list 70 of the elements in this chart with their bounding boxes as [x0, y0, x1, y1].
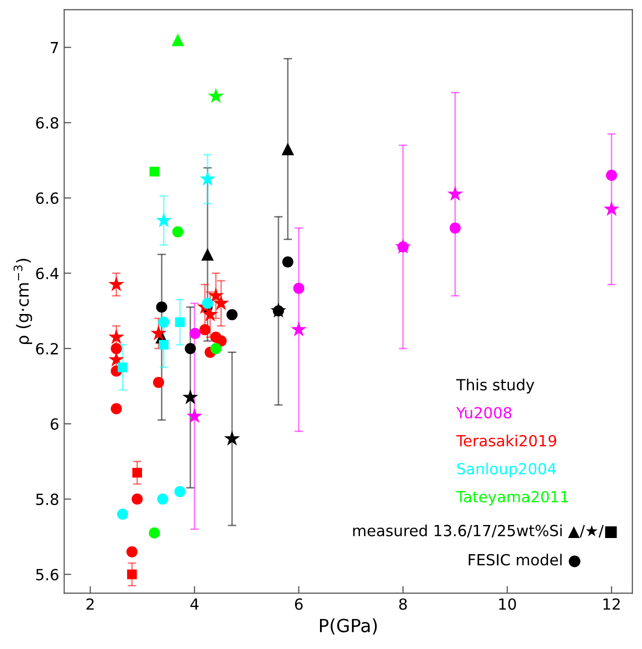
y-tick-label: 6.6	[36, 192, 58, 204]
x-axis-title: P(GPa)	[320, 618, 377, 634]
point	[132, 468, 142, 478]
point	[293, 282, 304, 294]
text: This study	[456, 378, 534, 394]
y-tick-label: 6	[50, 418, 58, 430]
point	[447, 186, 464, 201]
y-tick-label: 6.2	[36, 342, 58, 355]
point	[290, 321, 307, 336]
point	[216, 335, 227, 347]
text: Tateyama2011	[456, 490, 568, 506]
point	[450, 222, 461, 234]
annotation: measured 13.6/17/25wt%Si ▲/★/■	[353, 524, 617, 538]
point	[201, 248, 214, 261]
point	[158, 316, 170, 328]
x-tick-label: 10	[499, 598, 516, 610]
point	[157, 494, 168, 505]
point	[174, 486, 186, 498]
point	[150, 166, 160, 176]
text: Sanloup2004	[457, 462, 556, 478]
point	[108, 276, 124, 292]
point	[604, 200, 620, 216]
point	[226, 309, 238, 320]
point	[199, 324, 210, 336]
y-axis-title: ρ (g·cm$^{−3}$)	[14, 258, 32, 344]
point	[200, 170, 216, 186]
point	[108, 328, 124, 344]
x-tick-label: 4	[190, 598, 199, 610]
point	[152, 376, 164, 388]
point	[148, 527, 160, 539]
point	[156, 212, 172, 228]
point	[156, 302, 168, 313]
point	[213, 295, 230, 310]
x-tick-label: 6	[294, 598, 303, 610]
point	[282, 142, 294, 156]
point	[210, 342, 222, 354]
point	[184, 342, 196, 354]
point	[202, 298, 214, 309]
x-tick-label: 8	[399, 598, 407, 610]
point	[208, 88, 224, 104]
point	[189, 328, 201, 340]
point	[208, 287, 224, 303]
point	[186, 408, 202, 424]
point	[126, 546, 138, 558]
y-tick-label: 5.6	[36, 568, 58, 580]
y-tick-label: 7	[50, 42, 58, 54]
point	[127, 570, 137, 580]
point	[175, 317, 185, 328]
point	[224, 430, 240, 446]
x-tick-label: 2	[86, 598, 94, 610]
x-tick-label: 12	[603, 598, 620, 610]
point	[118, 362, 128, 372]
point	[606, 170, 618, 181]
text: Terasaki2019	[456, 434, 556, 447]
point	[158, 340, 169, 350]
point	[132, 494, 143, 505]
point	[110, 403, 122, 414]
point	[182, 389, 198, 404]
y-tick-label: 6.4	[36, 268, 58, 280]
y-tick-label: 6.8	[36, 117, 58, 129]
annotation: FESIC model ●	[468, 554, 580, 568]
text: Yu2008	[456, 406, 512, 418]
point	[172, 226, 184, 238]
point	[110, 342, 122, 354]
point	[202, 306, 218, 322]
point	[172, 34, 184, 46]
point	[117, 508, 128, 520]
point	[150, 325, 166, 340]
y-tick-label: 5.8	[36, 494, 58, 506]
point	[282, 256, 294, 268]
